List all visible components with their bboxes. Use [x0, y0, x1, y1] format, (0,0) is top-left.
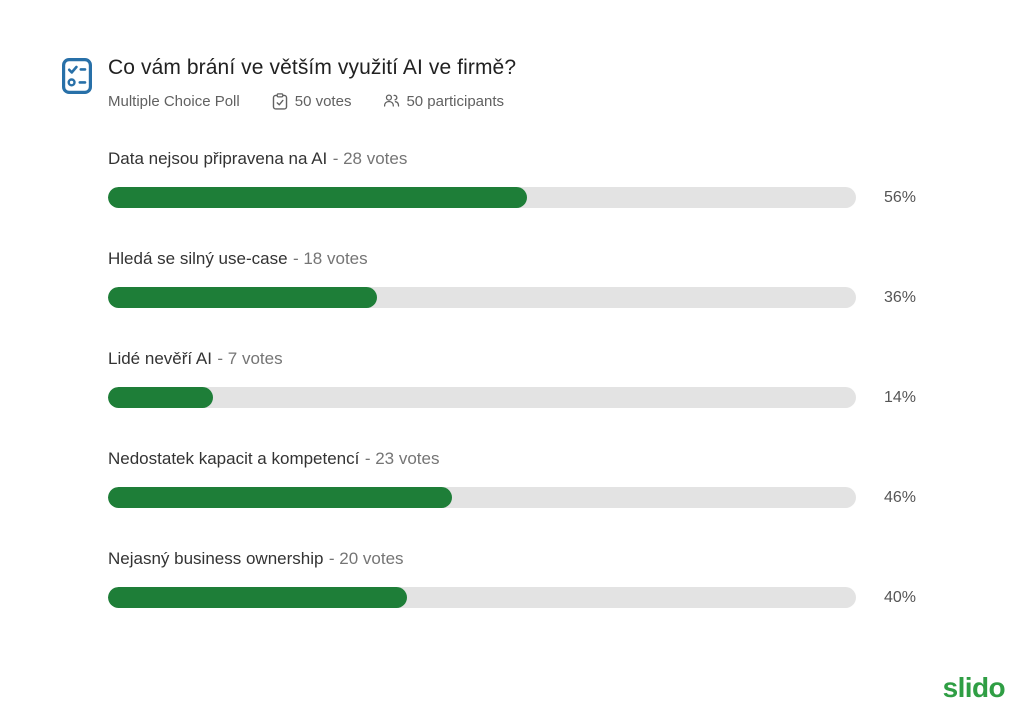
poll-option-row: Hledá se silný use-case - 18 votes 36% — [108, 248, 916, 348]
participants-count: 50 participants — [383, 93, 504, 110]
option-bar-fill — [108, 187, 527, 208]
poll-option-row: Data nejsou připravena na AI - 28 votes 5… — [108, 148, 916, 248]
option-votes: - 28 votes — [332, 149, 408, 168]
header-text: Co vám brání ve větším využití AI ve fir… — [108, 55, 516, 110]
option-label: Lidé nevěří AI — [108, 349, 212, 368]
option-label-line: Nejasný business ownership - 20 votes — [108, 548, 916, 570]
option-votes: - 7 votes — [217, 349, 283, 368]
votes-count: 50 votes — [272, 93, 352, 110]
option-label-line: Nedostatek kapacit a kompetencí - 23 vote… — [108, 448, 916, 470]
poll-title: Co vám brání ve větším využití AI ve fir… — [108, 56, 517, 79]
option-bar-line: 36% — [108, 287, 916, 308]
option-percent: 40% — [883, 588, 916, 606]
option-bar-line: 56% — [108, 187, 916, 208]
option-percent: 56% — [883, 188, 916, 206]
option-label: Hledá se silný use-case — [108, 249, 288, 268]
option-label-line: Data nejsou připravena na AI - 28 votes — [108, 148, 916, 170]
option-label-line: Hledá se silný use-case - 18 votes — [108, 248, 916, 270]
option-percent: 36% — [883, 288, 916, 306]
poll-option-row: Lidé nevěří AI - 7 votes 14% — [108, 348, 916, 448]
option-bar-fill — [108, 487, 453, 508]
option-percent: 14% — [883, 388, 916, 406]
option-bar-fill — [108, 587, 408, 608]
option-bar-fill — [108, 287, 378, 308]
option-bar-track — [108, 187, 856, 208]
people-icon — [383, 93, 400, 110]
option-label-line: Lidé nevěří AI - 7 votes — [108, 348, 916, 370]
poll-header: Co vám brání ve větším využití AI ve fir… — [62, 55, 516, 110]
option-percent: 46% — [883, 488, 916, 506]
option-bar-line: 14% — [108, 387, 916, 408]
poll-meta-row: Multiple Choice Poll 50 votes — [108, 93, 516, 110]
option-bar-line: 40% — [108, 587, 916, 608]
option-label: Nedostatek kapacit a kompetencí — [108, 449, 360, 468]
checklist-icon — [62, 58, 92, 96]
votes-count-label: 50 votes — [294, 93, 352, 110]
option-bar-track — [108, 287, 856, 308]
options-list: Data nejsou připravena na AI - 28 votes 5… — [108, 148, 916, 648]
option-bar-track — [108, 487, 856, 508]
poll-type-label: Multiple Choice Poll — [108, 93, 240, 110]
clipboard-check-icon — [272, 93, 288, 110]
slido-logo[interactable]: slido — [942, 672, 1006, 703]
poll-option-row: Nejasný business ownership - 20 votes 40% — [108, 548, 916, 648]
option-bar-track — [108, 387, 856, 408]
option-label: Data nejsou připravena na AI — [108, 149, 328, 168]
participants-count-label: 50 participants — [406, 93, 505, 110]
option-votes: - 23 votes — [364, 449, 440, 468]
option-bar-track — [108, 587, 856, 608]
option-votes: - 20 votes — [328, 549, 404, 568]
option-votes: - 18 votes — [292, 249, 368, 268]
option-bar-line: 46% — [108, 487, 916, 508]
option-label: Nejasný business ownership — [108, 549, 324, 568]
option-bar-fill — [108, 387, 213, 408]
poll-option-row: Nedostatek kapacit a kompetencí - 23 vote… — [108, 448, 916, 548]
